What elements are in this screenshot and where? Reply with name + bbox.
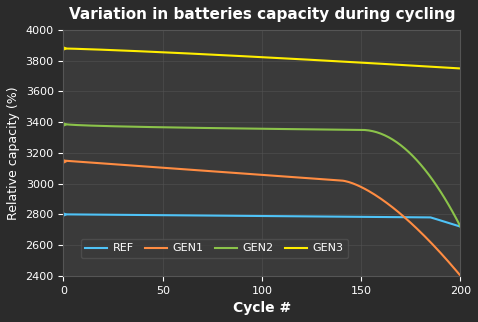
GEN1	[61, 159, 66, 163]
GEN1	[438, 251, 444, 255]
GEN1	[424, 236, 429, 240]
REF	[61, 213, 66, 216]
GEN2	[424, 170, 429, 174]
GEN2	[76, 123, 82, 127]
GEN3	[85, 47, 90, 51]
GEN2	[134, 125, 140, 129]
GEN1	[166, 166, 172, 170]
GEN3	[76, 47, 82, 51]
REF	[166, 213, 172, 217]
REF	[76, 213, 82, 216]
Y-axis label: Relative capacity (%): Relative capacity (%)	[7, 86, 20, 220]
GEN2	[85, 124, 90, 128]
GEN1	[85, 160, 90, 164]
REF	[438, 219, 444, 223]
Title: Variation in batteries capacity during cycling: Variation in batteries capacity during c…	[69, 7, 455, 22]
GEN3	[134, 49, 140, 53]
GEN3	[166, 51, 172, 54]
GEN2	[457, 225, 463, 229]
X-axis label: Cycle #: Cycle #	[233, 301, 291, 315]
REF	[457, 225, 463, 229]
REF	[134, 213, 140, 217]
GEN2	[61, 122, 66, 126]
Legend: REF, GEN1, GEN2, GEN3: REF, GEN1, GEN2, GEN3	[81, 239, 348, 258]
Line: GEN2: GEN2	[64, 124, 460, 227]
GEN1	[76, 160, 82, 164]
Line: GEN3: GEN3	[64, 49, 460, 69]
REF	[424, 215, 429, 219]
REF	[85, 213, 90, 216]
GEN2	[166, 126, 172, 129]
GEN2	[438, 190, 444, 194]
GEN1	[457, 274, 463, 278]
Line: REF: REF	[64, 214, 460, 227]
GEN3	[457, 67, 463, 71]
GEN1	[134, 164, 140, 168]
Line: GEN1: GEN1	[64, 161, 460, 276]
GEN3	[61, 47, 66, 51]
GEN3	[438, 65, 444, 69]
GEN3	[424, 64, 429, 68]
